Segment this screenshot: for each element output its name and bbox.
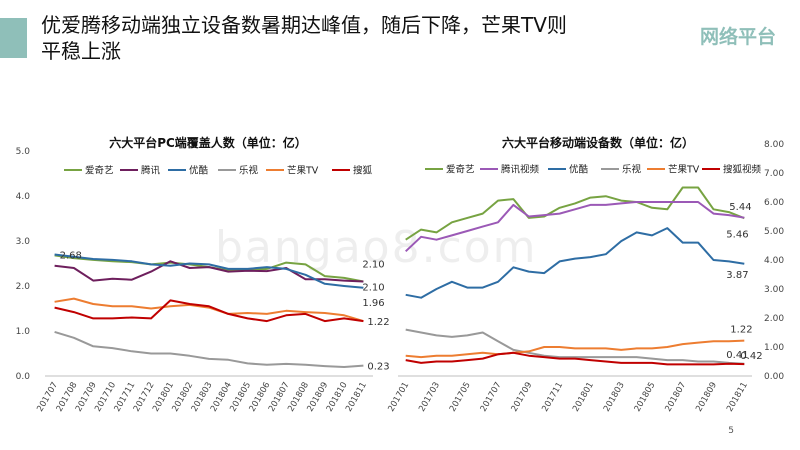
mobile-series-line: [405, 201, 745, 253]
mobile-x-tick-label: 201805: [633, 381, 658, 414]
pc-legend-label: 爱奇艺: [85, 165, 114, 177]
pc-y-tick-label: 0.0: [16, 372, 31, 382]
mobile-data-label: 5.46: [726, 230, 748, 241]
mobile-x-tick-label: 201711: [540, 381, 565, 414]
mobile-chart-title: 六大平台移动端设备数（单位：亿）: [502, 135, 694, 150]
pc-y-tick-label: 3.0: [16, 237, 31, 247]
mobile-x-tick-label: 201811: [725, 381, 750, 414]
mobile-y-tick-label: 7.00: [764, 169, 784, 179]
mobile-y-tick-label: 2.00: [764, 314, 784, 324]
page-title-line-2: 平稳上涨: [41, 39, 121, 63]
pc-series-line: [54, 330, 364, 368]
pc-y-tick-label: 5.0: [16, 147, 31, 157]
mobile-x-tick-label: 201807: [663, 381, 688, 414]
mobile-data-label: 0.41: [726, 350, 748, 361]
pc-series-line: [54, 253, 364, 289]
mobile-legend-label: 搜狐视频: [723, 164, 762, 176]
mobile-data-label: 5.44: [729, 202, 751, 213]
mobile-x-tick-label: 201703: [417, 381, 442, 414]
page-title: 优爱腾移动端独立设备数暑期达峰值，随后下降，芒果TV则 平稳上涨: [41, 12, 641, 64]
pc-data-label: 2.10: [362, 260, 384, 271]
mobile-y-tick-label: 6.00: [764, 198, 784, 208]
mobile-x-tick-label: 201809: [694, 381, 719, 414]
pc-legend-label: 优酷: [189, 165, 209, 177]
accent-block: [0, 18, 27, 58]
pc-data-label: 2.68: [60, 250, 82, 261]
mobile-series-line: [405, 339, 745, 359]
page-title-line-1: 优爱腾移动端独立设备数暑期达峰值，随后下降，芒果TV则: [41, 13, 567, 37]
mobile-x-tick-label: 201803: [602, 381, 627, 414]
mobile-x-tick-label: 201709: [510, 381, 535, 414]
pc-data-label: 2.10: [362, 283, 384, 294]
mobile-data-label: 0.42: [740, 351, 762, 362]
mobile-x-tick-label: 201701: [386, 381, 411, 414]
mobile-legend-label: 优酷: [569, 164, 589, 176]
pc-series-line: [54, 260, 364, 283]
mobile-data-label: 3.87: [726, 270, 748, 281]
pc-data-label: 1.22: [367, 317, 389, 328]
mobile-legend-label: 乐视: [622, 164, 642, 176]
pc-y-tick-label: 1.0: [16, 327, 31, 337]
pc-legend-label: 乐视: [239, 165, 259, 177]
pc-coverage-chart: 六大平台PC端覆盖人数（单位：亿） 爱奇艺 腾讯 优酷 乐视 芒果TV 搜狐 0.0 1.0 2.…: [16, 135, 390, 414]
mobile-y-tick-label: 8.00: [764, 140, 784, 150]
pc-series-line: [54, 297, 364, 323]
mobile-series-line: [405, 328, 745, 365]
pc-series-line: [54, 299, 364, 323]
mobile-y-tick-label: 1.00: [764, 343, 784, 353]
mobile-x-tick-label: 201707: [479, 380, 504, 413]
mobile-x-tick-label: 201801: [571, 381, 596, 414]
mobile-x-tick-label: 201705: [448, 381, 473, 414]
mobile-legend-label: 芒果TV: [668, 164, 700, 176]
mobile-data-label: 1.22: [730, 325, 752, 336]
mobile-legend-label: 爱奇艺: [446, 164, 475, 176]
mobile-series-line: [405, 227, 745, 299]
pc-y-tick-label: 4.0: [16, 192, 31, 202]
mobile-series-line: [405, 351, 745, 366]
pc-legend-label: 搜狐: [353, 165, 373, 177]
page-number: 5: [728, 426, 734, 436]
watermark: bangao8.com: [215, 222, 538, 273]
mobile-y-tick-label: 4.00: [764, 256, 784, 266]
pc-legend-label: 芒果TV: [287, 165, 319, 177]
mobile-y-tick-label: 0.00: [764, 372, 784, 382]
pc-data-label: 1.96: [362, 298, 384, 309]
brand-label: 网络平台: [699, 26, 776, 48]
mobile-series-line: [405, 186, 745, 241]
pc-data-label: 0.23: [367, 362, 389, 373]
pc-legend-label: 腾讯: [141, 165, 161, 177]
pc-chart-title: 六大平台PC端覆盖人数（单位：亿）: [109, 135, 307, 150]
mobile-y-tick-label: 5.00: [764, 227, 784, 237]
pc-y-tick-label: 2.0: [16, 282, 31, 292]
mobile-y-tick-label: 3.00: [764, 285, 784, 295]
mobile-legend-label: 腾讯视频: [501, 164, 540, 176]
